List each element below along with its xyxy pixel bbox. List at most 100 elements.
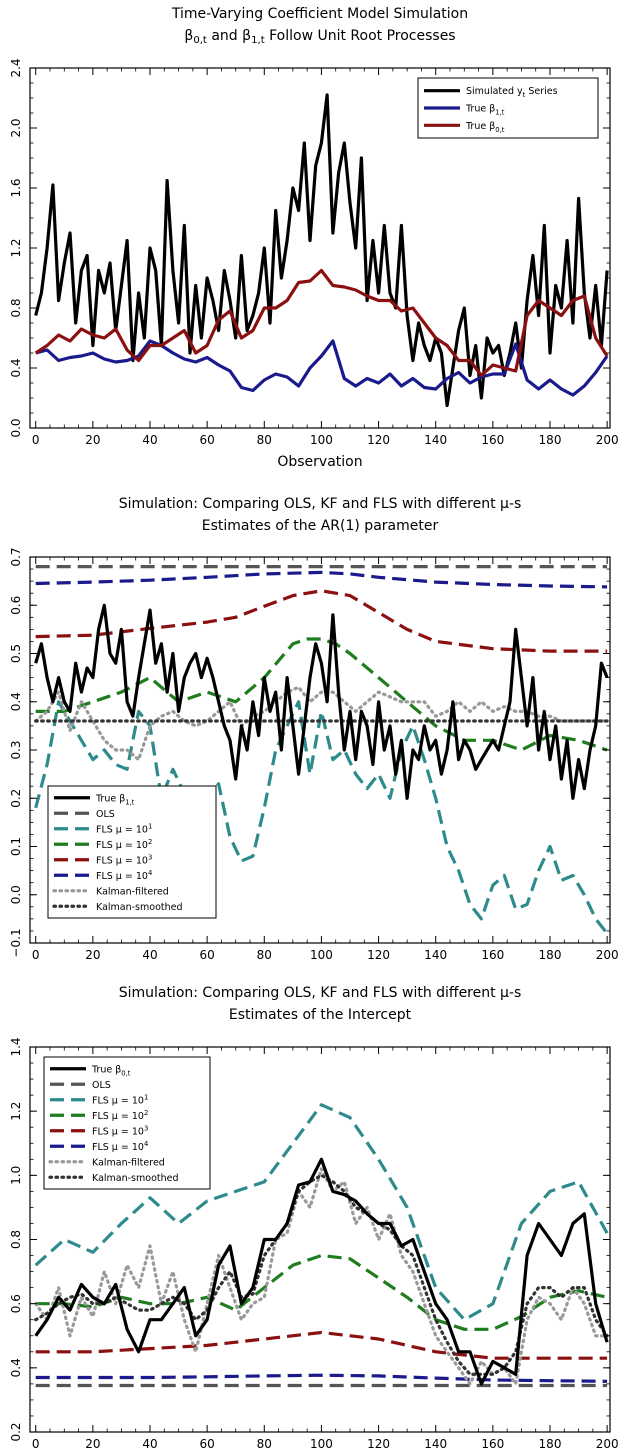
x-tick-label: 180	[539, 433, 562, 447]
x-tick-label: 80	[257, 948, 272, 962]
legend-label-kalman-smoothed: Kalman-smoothed	[92, 1173, 179, 1184]
legend-label-kalman-filtered: Kalman-filtered	[92, 1157, 165, 1168]
x-tick-label: 20	[85, 433, 100, 447]
chart-panel-1: Time-Varying Coefficient Model Simulatio…	[9, 6, 619, 470]
x-tick-label: 200	[596, 433, 619, 447]
series-line-fls-10-3	[35, 1330, 608, 1360]
y-tick-label: 0.4	[9, 692, 23, 711]
x-tick-label: 80	[257, 1437, 272, 1448]
legend-box	[43, 1056, 211, 1190]
x-tick-label: 100	[310, 948, 333, 962]
x-tick-label: 20	[85, 948, 100, 962]
legend-label-fls-10-1: FLS μ = 101​	[96, 822, 152, 835]
legend-label-fls-10-1: FLS μ = 101​	[92, 1093, 148, 1106]
y-tick-label: 1.6	[9, 178, 23, 197]
series-line-true-0-t	[34, 268, 609, 378]
y-tick-label: 0.4	[9, 1358, 23, 1377]
legend-label-simulated-yt-series: Simulated yt​ Series	[466, 86, 558, 99]
series-line-fls-10-3	[35, 589, 608, 653]
legend-label-fls-10-3: FLS μ = 103​	[92, 1124, 148, 1137]
chart-subtitle: Estimates of the AR(1) parameter	[202, 518, 439, 534]
y-tick-label: 2.0	[9, 118, 23, 137]
legend-label-fls-10-2: FLS μ = 102​	[96, 838, 152, 851]
y-tick-label: 1.2	[9, 1102, 23, 1121]
legend: True β1,t​ OLS FLS μ = 101​ FLS μ = 102​ FLS…	[47, 785, 217, 919]
x-tick-label: 200	[596, 948, 619, 962]
x-tick-label: 40	[142, 1437, 157, 1448]
legend-label-fls-10-4: FLS μ = 104​	[92, 1140, 148, 1153]
y-tick-label: 0.3	[9, 740, 23, 759]
series-line-true-0-t	[34, 1157, 609, 1386]
x-axis-label: Observation	[277, 454, 362, 470]
x-tick-label: 160	[481, 948, 504, 962]
x-tick-label: 40	[142, 433, 157, 447]
y-tick-label: 0.8	[9, 1230, 23, 1249]
x-tick-label: 140	[424, 948, 447, 962]
y-tick-label: 0.0	[9, 418, 23, 437]
x-tick-label: 100	[310, 1437, 333, 1448]
x-tick-label: 180	[539, 1437, 562, 1448]
y-tick-label: −0.1	[9, 928, 23, 957]
legend-label-fls-10-2: FLS μ = 102​	[92, 1109, 148, 1122]
series-line-fls-10-4	[35, 570, 608, 589]
legend-label-ols: OLS	[96, 809, 115, 820]
x-tick-label: 120	[367, 1437, 390, 1448]
chart-panel-2: Simulation: Comparing OLS, KF and FLS wi…	[9, 496, 619, 962]
x-tick-label: 60	[200, 948, 215, 962]
x-tick-label: 200	[596, 1437, 619, 1448]
legend-label-fls-10-3: FLS μ = 103​	[96, 853, 152, 866]
y-tick-label: 1.0	[9, 1166, 23, 1185]
chart-subtitle: β0,t​ and β1,t​ Follow Unit Root Process…	[184, 28, 455, 46]
x-tick-label: 120	[367, 433, 390, 447]
series-group	[34, 1103, 609, 1388]
legend-label-fls-10-4: FLS μ = 104​	[96, 869, 152, 882]
x-tick-label: 120	[367, 948, 390, 962]
legend-label-true-1-t: True β1,t​	[95, 793, 135, 806]
legend-label-true-0-t: True β0,t​	[465, 121, 505, 134]
x-tick-label: 20	[85, 1437, 100, 1448]
series-line-kalman-filtered	[34, 685, 609, 762]
y-tick-label: 1.2	[9, 238, 23, 257]
series-line-true-1-t	[35, 339, 609, 397]
series-line-fls-10-1	[34, 1103, 609, 1322]
legend-label-ols: OLS	[92, 1080, 111, 1091]
chart-title: Simulation: Comparing OLS, KF and FLS wi…	[119, 496, 522, 512]
x-tick-label: 140	[424, 433, 447, 447]
legend: Simulated yt​ Series True β1,t​ True β0,t​	[417, 77, 599, 139]
y-tick-label: 0.6	[9, 1294, 23, 1313]
x-tick-label: 80	[257, 433, 272, 447]
x-tick-label: 0	[32, 1437, 40, 1448]
x-tick-label: 60	[200, 1437, 215, 1448]
y-tick-label: 0.2	[9, 1422, 23, 1441]
series-line-fls-10-4	[35, 1373, 608, 1383]
series-group	[34, 93, 609, 408]
chart-title: Time-Varying Coefficient Model Simulatio…	[171, 6, 468, 22]
series-line-fls-10-2	[35, 637, 608, 752]
legend-label-kalman-smoothed: Kalman-smoothed	[96, 902, 183, 913]
y-tick-label: 2.4	[9, 58, 23, 77]
series-group	[34, 564, 609, 935]
x-tick-label: 40	[142, 948, 157, 962]
chart-panel-3: Simulation: Comparing OLS, KF and FLS wi…	[9, 985, 619, 1448]
legend-label-true-1-t: True β1,t​	[465, 104, 505, 117]
x-tick-label: 160	[481, 1437, 504, 1448]
x-tick-label: 60	[200, 433, 215, 447]
legend-box	[47, 785, 217, 919]
legend: True β0,t​ OLS FLS μ = 101​ FLS μ = 102​ FLS…	[43, 1056, 211, 1190]
chart-subtitle: Estimates of the Intercept	[229, 1007, 412, 1023]
legend-label-kalman-filtered: Kalman-filtered	[96, 886, 169, 897]
x-tick-label: 100	[310, 433, 333, 447]
series-line-kalman-smoothed	[34, 1173, 609, 1376]
series-line-true-1-t	[34, 603, 609, 800]
x-tick-label: 160	[481, 433, 504, 447]
y-tick-label: 0.7	[9, 547, 23, 566]
x-tick-label: 0	[32, 948, 40, 962]
y-tick-label: 0.6	[9, 596, 23, 615]
legend-label-true-0-t: True β0,t​	[91, 1064, 131, 1077]
series-line-simulated-yt-series	[34, 93, 609, 408]
y-tick-label: 0.0	[9, 885, 23, 904]
y-tick-label: 0.2	[9, 789, 23, 808]
chart-title: Simulation: Comparing OLS, KF and FLS wi…	[119, 985, 522, 1001]
series-line-fls-10-2	[35, 1253, 608, 1331]
